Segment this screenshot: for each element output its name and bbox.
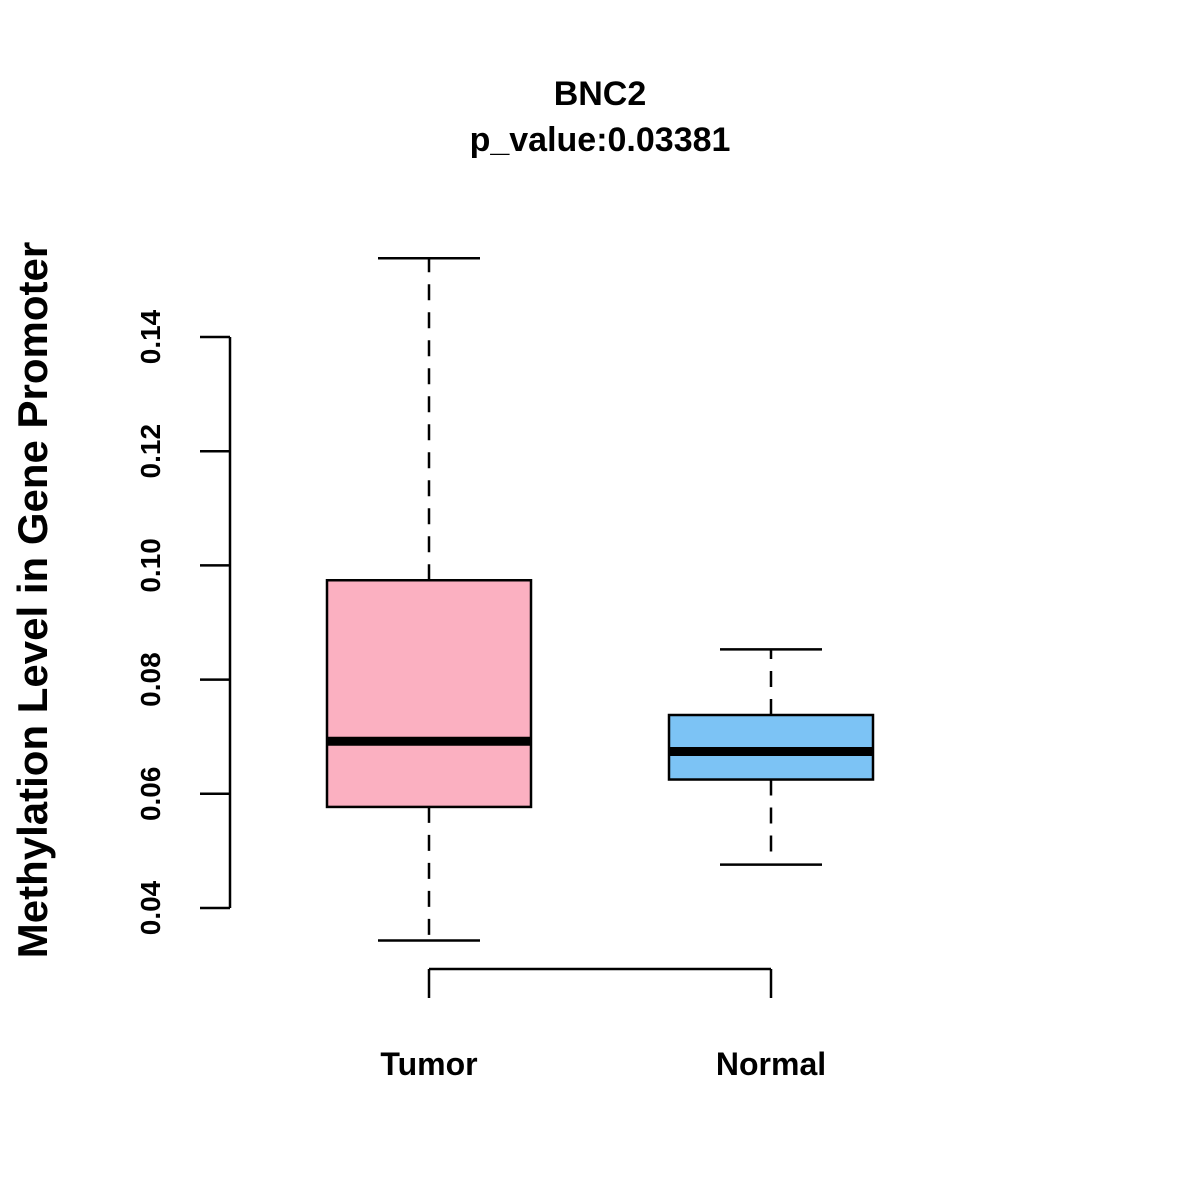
chart-title: BNC2 (554, 75, 647, 113)
chart-subtitle: p_value:0.03381 (470, 121, 731, 159)
y-tick-label: 0.14 (135, 309, 166, 364)
y-tick-label: 0.06 (135, 767, 166, 822)
y-axis: 0.04 0.06 0.08 0.10 0.12 0.14 (135, 309, 232, 935)
box-tumor (325, 256, 533, 942)
x-axis: Tumor Normal (380, 967, 826, 1082)
y-tick-label: 0.12 (135, 424, 166, 479)
y-tick-label: 0.04 (135, 880, 166, 935)
iqr-box (325, 578, 533, 809)
x-tick-label: Normal (716, 1046, 826, 1082)
y-axis-label: Methylation Level in Gene Promoter (9, 242, 56, 958)
box-normal (667, 648, 875, 866)
x-tick-label: Tumor (380, 1046, 477, 1082)
y-tick-label: 0.08 (135, 652, 166, 707)
y-tick-label: 0.10 (135, 538, 166, 593)
boxes-group (325, 256, 875, 942)
